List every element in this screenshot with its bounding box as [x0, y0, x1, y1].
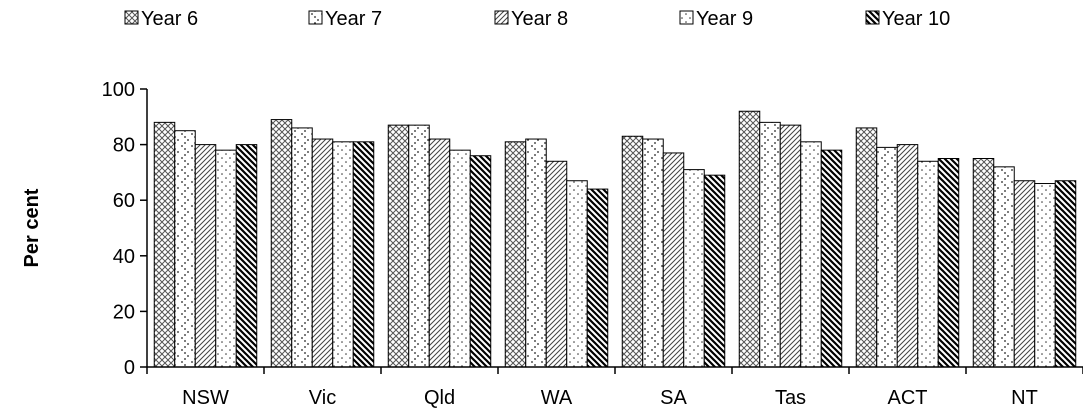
bar-year-10-sa	[703, 174, 726, 368]
x-tick-label: Vic	[309, 387, 336, 409]
y-tick-label: 100	[102, 79, 135, 101]
x-tick-label: WA	[541, 387, 573, 409]
y-tick-label: 60	[113, 190, 135, 212]
bar-year-8-vic	[311, 138, 334, 368]
bar-year-8-sa	[662, 152, 685, 368]
bar-year-10-qld	[469, 155, 492, 368]
bar-year-7-act	[876, 146, 898, 368]
bar-year-8-nsw	[194, 144, 217, 368]
axes-group: Per cent 0 20 40 60 80 100 NSW Vic Qld WA SA Tas ACT N…	[21, 79, 1083, 409]
bar-year-9-sa	[683, 169, 705, 368]
bar-year-7-nsw	[174, 130, 196, 368]
bar-year-7-qld	[408, 124, 430, 368]
legend-label: Year 6	[141, 8, 198, 30]
legend-swatch	[124, 10, 139, 25]
bar-year-10-vic	[352, 141, 375, 368]
bar-year-7-sa	[642, 138, 664, 368]
bar-year-9-vic	[332, 141, 354, 368]
legend-swatch	[308, 10, 323, 25]
bar-year-10-wa	[586, 188, 609, 368]
bars-group	[153, 110, 1077, 368]
bar-year-9-act	[917, 160, 939, 368]
bar-year-9-nsw	[215, 149, 237, 368]
legend-label: Year 8	[511, 8, 568, 30]
bar-year-8-qld	[428, 138, 451, 368]
y-tick-label: 40	[113, 246, 135, 268]
bar-year-6-nsw	[153, 121, 176, 368]
bar-year-6-act	[855, 127, 878, 368]
bar-year-9-qld	[449, 149, 471, 368]
bar-year-9-tas	[800, 141, 822, 368]
bar-year-7-vic	[291, 127, 313, 368]
legend-swatch	[679, 10, 694, 25]
bar-year-7-tas	[759, 121, 781, 368]
x-tick-label: ACT	[888, 387, 928, 409]
bar-year-6-nt	[972, 158, 995, 368]
bar-year-7-wa	[525, 138, 547, 368]
bar-year-10-tas	[820, 149, 843, 368]
bar-year-6-qld	[387, 124, 410, 368]
bar-year-9-wa	[566, 180, 588, 368]
bar-year-10-nt	[1054, 180, 1077, 368]
x-tick-label: Qld	[424, 387, 455, 409]
bar-year-6-wa	[504, 141, 527, 368]
legend-label: Year 7	[325, 8, 382, 30]
bar-year-6-vic	[270, 119, 293, 368]
bar-year-10-nsw	[235, 144, 258, 368]
bar-year-8-act	[896, 144, 919, 368]
y-axis-label: Per cent	[21, 188, 43, 267]
y-tick-label: 80	[113, 135, 135, 157]
bar-year-7-nt	[993, 166, 1015, 368]
bar-year-8-tas	[779, 124, 802, 368]
x-tick-label: NSW	[182, 387, 229, 409]
bar-year-6-sa	[621, 135, 644, 368]
legend-label: Year 10	[882, 8, 950, 30]
bar-year-8-wa	[545, 160, 568, 368]
bar-year-10-act	[937, 158, 960, 368]
legend: Year 6 Year 7 Year 8 Year 9 Year 10	[124, 8, 950, 30]
legend-swatch	[494, 10, 509, 25]
x-tick-label: NT	[1011, 387, 1038, 409]
y-tick-label: 20	[113, 301, 135, 323]
bar-year-6-tas	[738, 110, 761, 368]
bar-year-8-nt	[1013, 180, 1036, 368]
legend-swatch	[865, 10, 880, 25]
x-tick-label: Tas	[775, 387, 806, 409]
x-tick-label: SA	[660, 387, 687, 409]
legend-label: Year 9	[696, 8, 753, 30]
bar-year-9-nt	[1034, 183, 1056, 368]
y-tick-label: 0	[124, 357, 135, 379]
